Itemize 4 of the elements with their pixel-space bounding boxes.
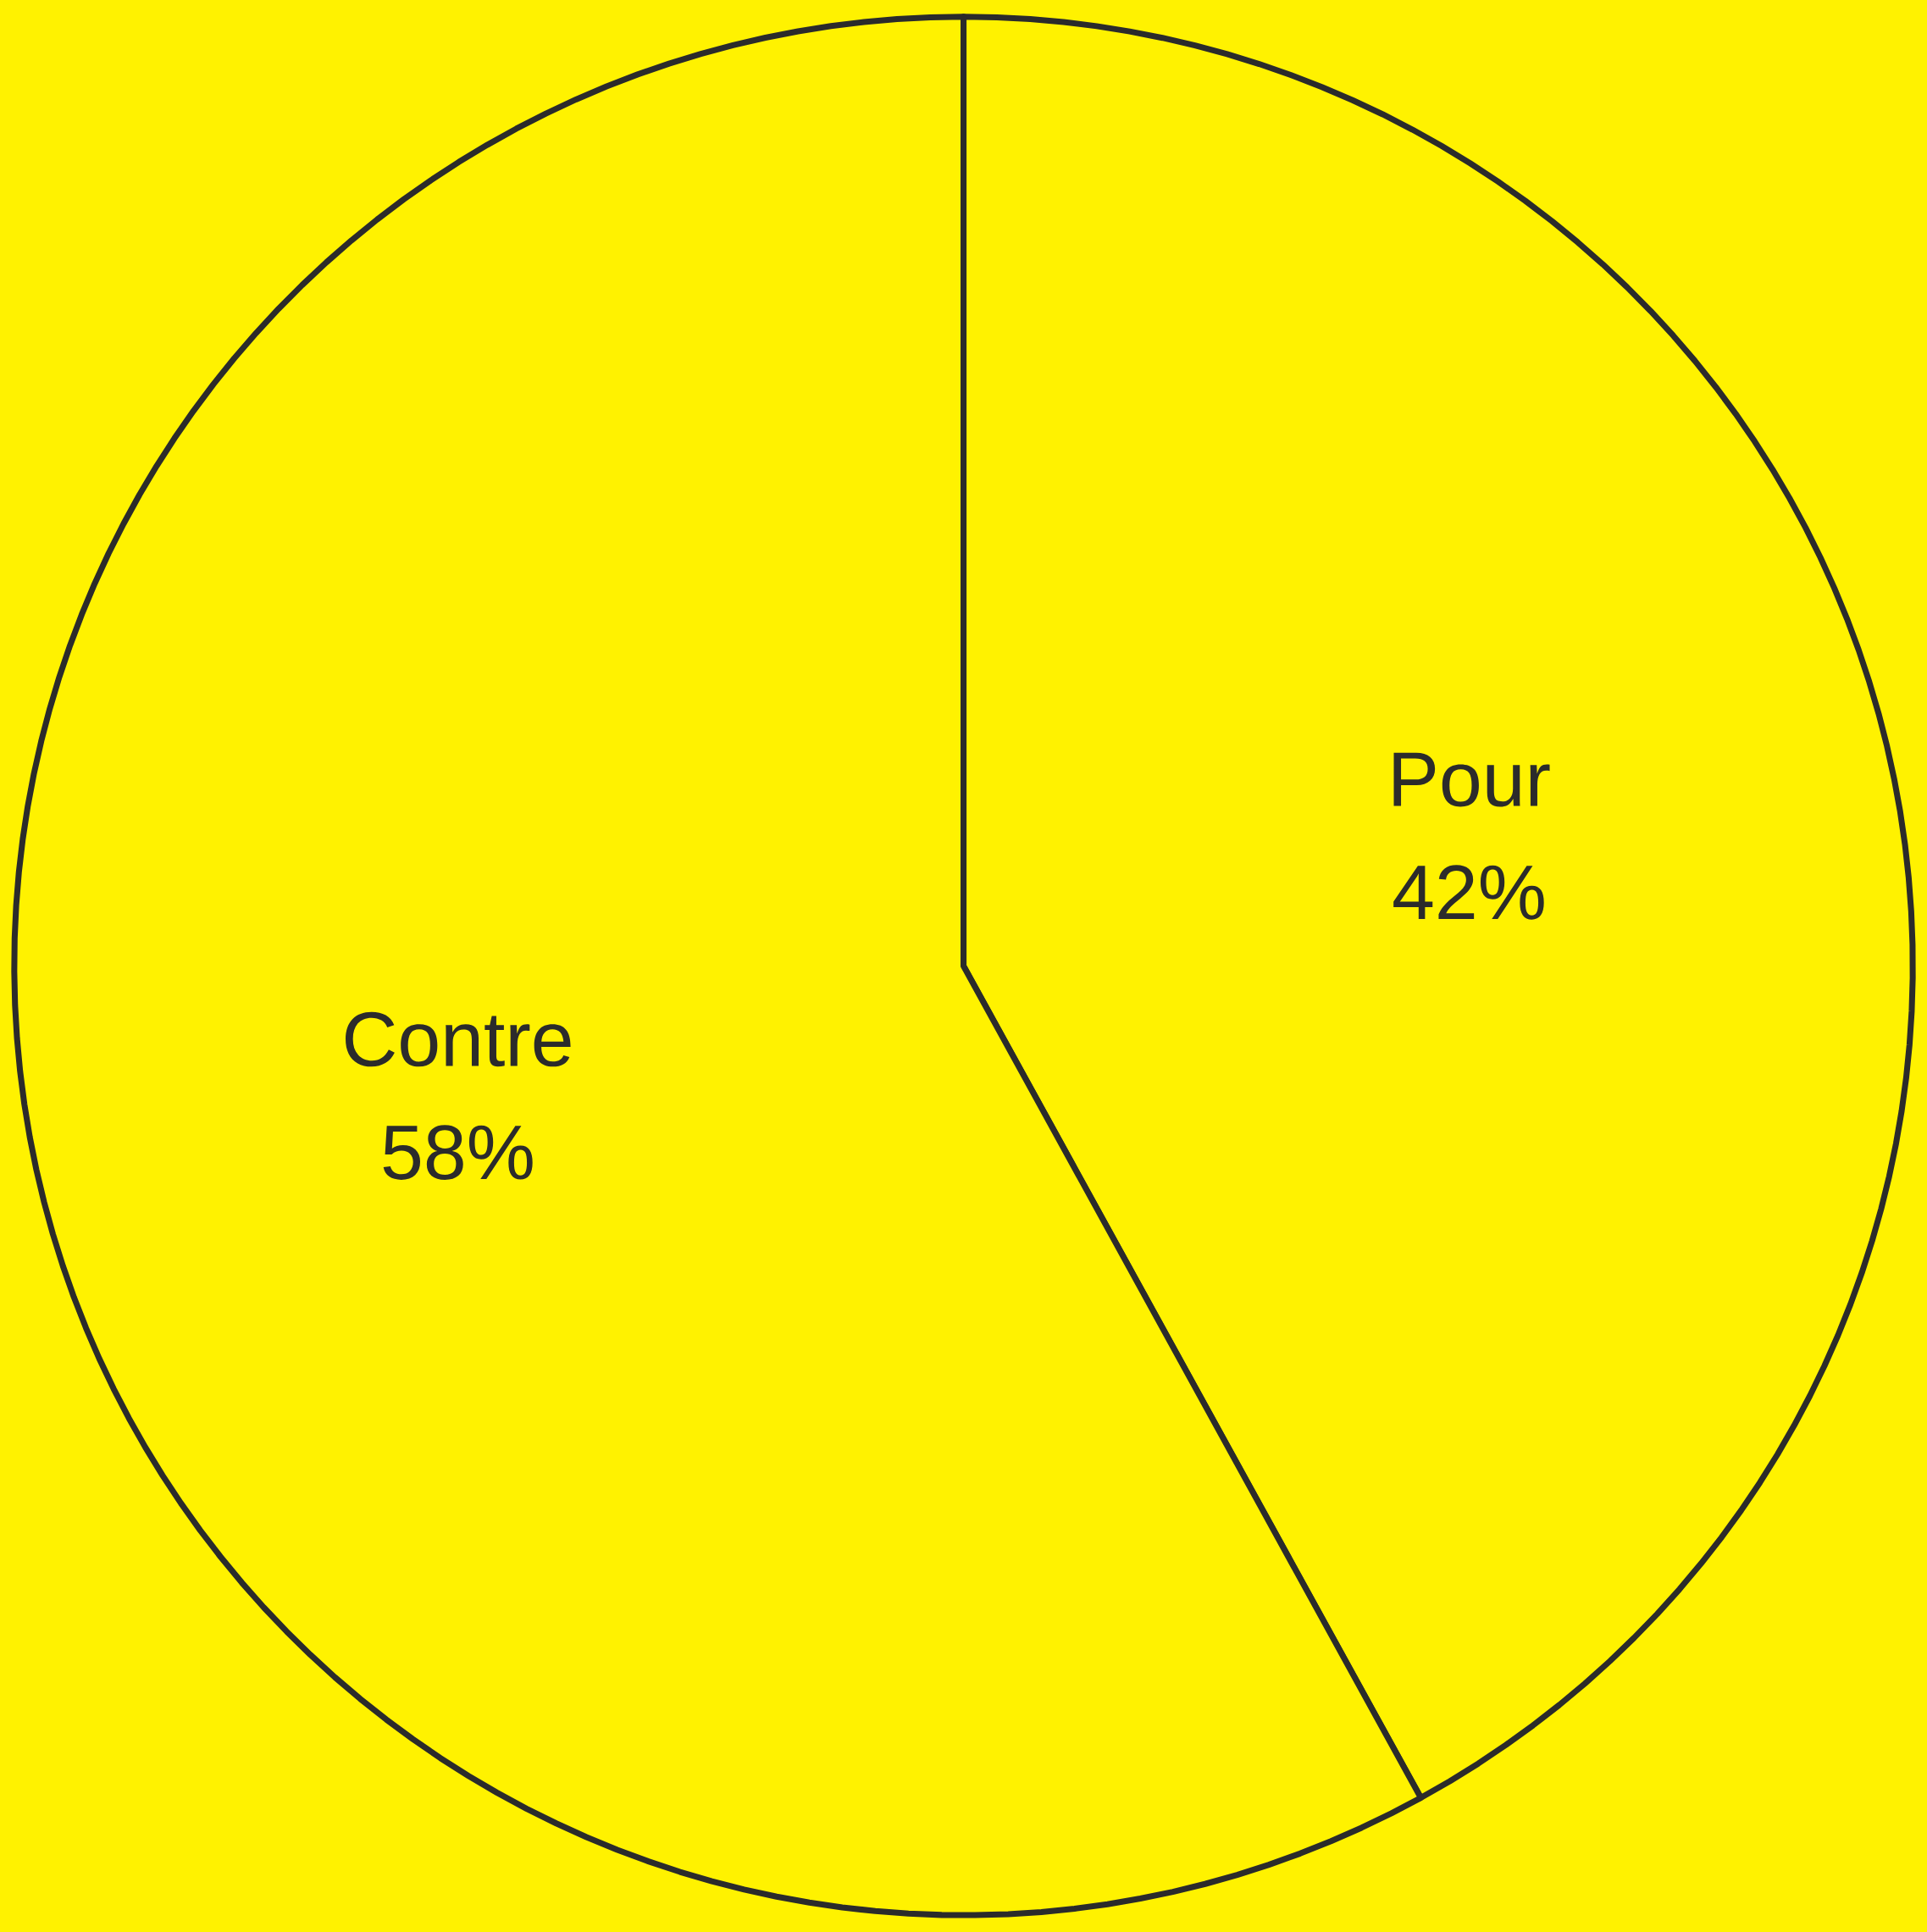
data-label: 58% [383, 1125, 533, 1180]
data-label: 42% [1393, 865, 1544, 920]
slice-label: Pour [1393, 752, 1550, 807]
slice-label: Contre [346, 1011, 571, 1067]
